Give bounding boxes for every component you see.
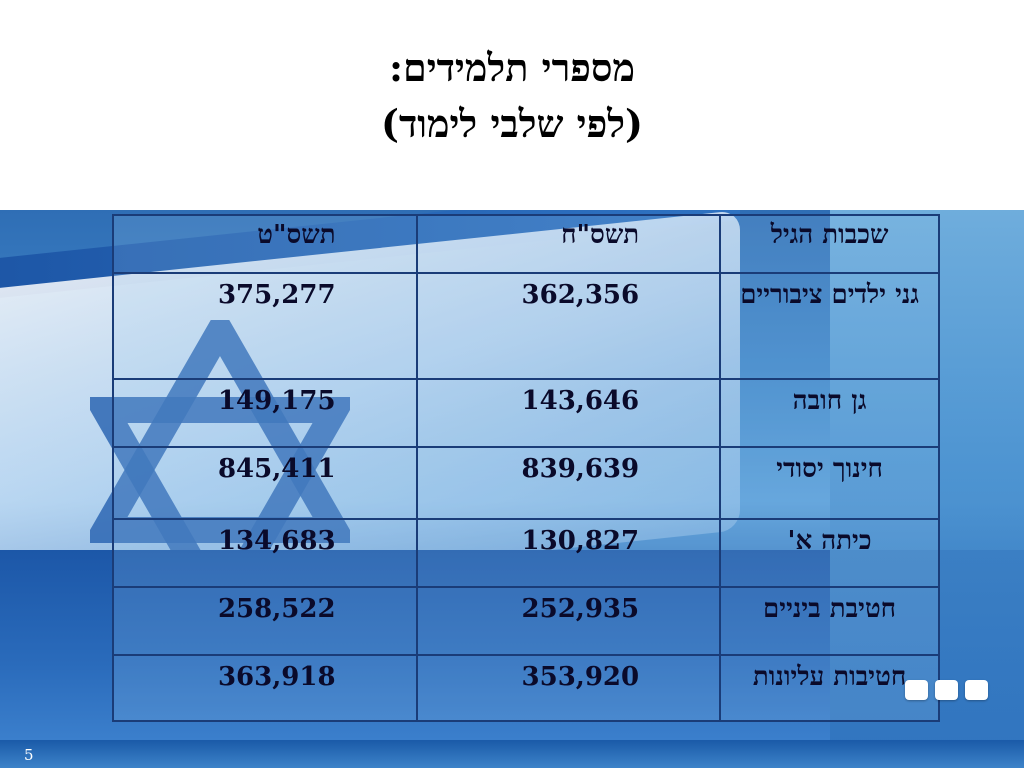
table-header-row: שכבות הגיל תשס"ח תשס"ט (112, 214, 940, 274)
table-row: כיתה א' 130,827 134,683 (112, 518, 940, 588)
row-category: חטיבות עליונות (719, 654, 940, 722)
row-category: חינוך יסודי (719, 446, 940, 520)
row-value-2009: 375,277 (112, 272, 418, 380)
row-category: גן חובה (719, 378, 940, 448)
row-category: כיתה א' (719, 518, 940, 588)
page-number: 5 (24, 746, 34, 764)
table-row: חטיבת ביניים 252,935 258,522 (112, 586, 940, 656)
row-value-2009: 845,411 (112, 446, 418, 520)
header-year-2008: תשס"ח (415, 214, 722, 274)
table-row: גני ילדים ציבוריים 362,356 375,277 (112, 272, 940, 380)
table-row: חינוך יסודי 839,639 845,411 (112, 446, 940, 520)
row-category: חטיבת ביניים (719, 586, 940, 656)
table-row: חטיבות עליונות 353,920 363,918 (112, 654, 940, 722)
row-value-2009: 258,522 (112, 586, 418, 656)
title-area: מספרי תלמידים: (לפי שלבי לימוד) (0, 40, 1024, 152)
slide-title-line2: (לפי שלבי לימוד) (380, 101, 644, 146)
nav-square-icon (965, 680, 988, 700)
students-table: שכבות הגיל תשס"ח תשס"ט גני ילדים ציבוריי… (112, 214, 940, 722)
row-category: גני ילדים ציבוריים (719, 272, 940, 380)
row-value-2008: 130,827 (415, 518, 722, 588)
row-value-2009: 134,683 (112, 518, 418, 588)
nav-square-icon (905, 680, 928, 700)
row-value-2008: 353,920 (415, 654, 722, 722)
row-value-2009: 363,918 (112, 654, 418, 722)
footer-bar (0, 740, 1024, 768)
nav-square-icon (935, 680, 958, 700)
row-value-2008: 143,646 (415, 378, 722, 448)
table-row: גן חובה 143,646 149,175 (112, 378, 940, 448)
header-age-groups: שכבות הגיל (719, 214, 940, 274)
row-value-2009: 149,175 (112, 378, 418, 448)
nav-squares (905, 680, 988, 700)
row-value-2008: 252,935 (415, 586, 722, 656)
slide-title-line1: מספרי תלמידים: (388, 45, 636, 90)
row-value-2008: 839,639 (415, 446, 722, 520)
header-year-2009: תשס"ט (112, 214, 418, 274)
row-value-2008: 362,356 (415, 272, 722, 380)
